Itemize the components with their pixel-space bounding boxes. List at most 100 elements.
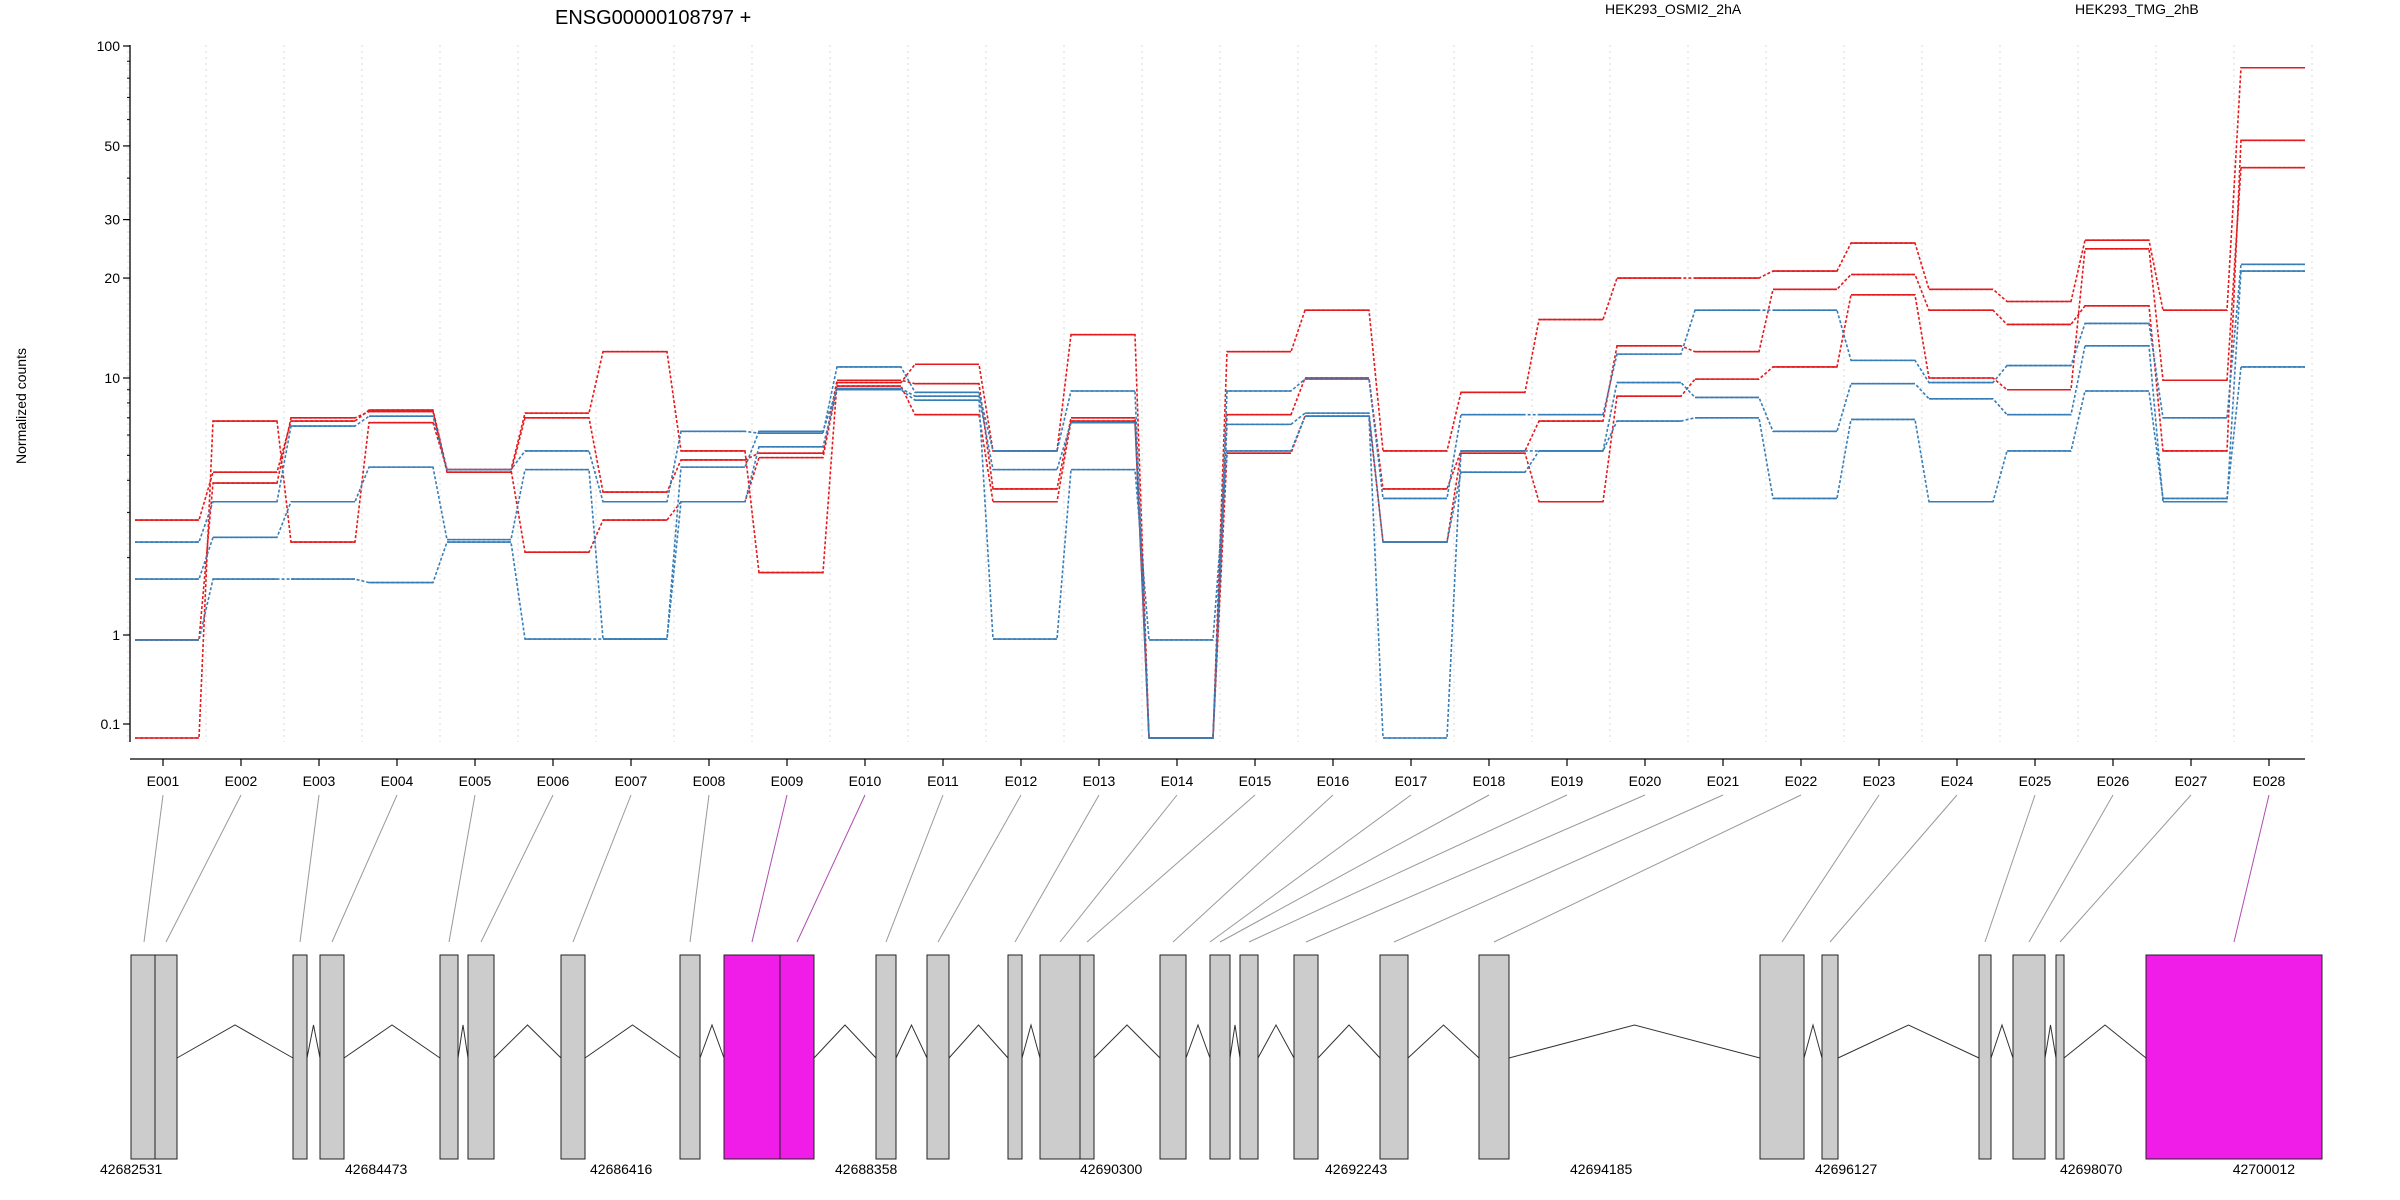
intron-line: [1257, 1023, 1295, 1059]
intron-line: [1803, 1023, 1823, 1059]
intron-line: [813, 1024, 877, 1059]
x-tick-label-e024: E024: [1941, 773, 1974, 789]
intron-line: [1229, 1024, 1241, 1059]
exon-box: [1821, 954, 1839, 1160]
y-tick-label: 100: [97, 38, 121, 54]
coordinate-label: 42682531: [100, 1161, 163, 1177]
x-tick-label-e027: E027: [2175, 773, 2208, 789]
connector-e004: [331, 794, 398, 943]
coordinate-label: 42698070: [2060, 1161, 2123, 1177]
exon-box: [779, 954, 815, 1160]
x-tick-label-e009: E009: [771, 773, 804, 789]
exon-box: [1039, 954, 1081, 1160]
x-tick-label-e026: E026: [2097, 773, 2130, 789]
y-axis-label: Normalized counts: [13, 348, 29, 464]
x-tick-label-e008: E008: [693, 773, 726, 789]
exon-connectors: [143, 794, 2270, 943]
exon-box: [1159, 954, 1187, 1160]
x-tick-label-e007: E007: [615, 773, 648, 789]
connector-e020: [1305, 794, 1646, 943]
x-tick-label-e020: E020: [1629, 773, 1662, 789]
plot-grid: [127, 45, 2313, 742]
series-line-1: [135, 66, 2305, 739]
connector-e019: [1248, 794, 1568, 943]
x-tick-label-e013: E013: [1083, 773, 1116, 789]
exon-box: [292, 954, 308, 1160]
x-tick-label-e002: E002: [225, 773, 258, 789]
connector-e021: [1393, 794, 1724, 943]
exon-box: [1978, 954, 1992, 1160]
x-tick-label-e021: E021: [1707, 773, 1740, 789]
y-tick-label: 50: [104, 138, 120, 154]
x-tick-label-e003: E003: [303, 773, 336, 789]
plot-series: [135, 66, 2305, 739]
intron-line: [1990, 1023, 2014, 1059]
connector-e009: [751, 794, 788, 943]
intron-line: [2063, 1024, 2147, 1059]
coordinate-label: 42700012: [2233, 1161, 2296, 1177]
chart-title: ENSG00000108797 +: [555, 7, 751, 29]
plot-axes: 100 50 30 20 10 1 0.1 E001 E002 E003 E004 E005 E006 E…: [97, 38, 2305, 789]
x-tick-label-e025: E025: [2019, 773, 2052, 789]
connector-e001: [143, 794, 164, 943]
series-line-2: [135, 139, 2305, 739]
intron-line: [457, 1024, 469, 1059]
coordinate-label: 42690300: [1080, 1161, 1143, 1177]
exon-box: [875, 954, 897, 1160]
intron-line: [584, 1024, 681, 1059]
y-tick-label: 30: [104, 212, 120, 228]
exon-box: [2145, 954, 2323, 1160]
exon-box: [1293, 954, 1319, 1160]
y-tick-label: 0.1: [101, 716, 121, 732]
exon-box: [2055, 954, 2065, 1160]
y-tick-label: 20: [104, 270, 120, 286]
coordinate-label: 42688358: [835, 1161, 898, 1177]
connector-e002: [165, 794, 242, 943]
gene-model: [130, 954, 2323, 1160]
exon-box: [2012, 954, 2046, 1160]
exon-box: [1478, 954, 1510, 1160]
exon-box: [926, 954, 950, 1160]
legend-entry-tmg: HEK293_TMG_2hB: [2075, 1, 2199, 17]
coordinate-axis: 42682531 42684473 42686416 42688358 42690300…: [100, 1161, 2295, 1177]
x-tick-label-e016: E016: [1317, 773, 1350, 789]
intron-line: [1093, 1024, 1161, 1059]
x-tick-label-e004: E004: [381, 773, 414, 789]
connector-e026: [2028, 794, 2114, 943]
series-line-4: [135, 263, 2305, 739]
exon-box: [319, 954, 345, 1160]
intron-line: [1407, 1024, 1480, 1059]
exon-box: [1209, 954, 1231, 1160]
exon-box: [1079, 954, 1095, 1160]
connector-e028: [2233, 794, 2270, 943]
y-tick-label: 10: [104, 370, 120, 386]
exon-box: [467, 954, 495, 1160]
intron-line: [493, 1024, 562, 1059]
intron-line: [895, 1023, 928, 1059]
y-tick-label: 1: [112, 627, 120, 643]
connector-e012: [937, 794, 1022, 943]
connector-e018: [1219, 794, 1490, 943]
x-tick-label-e012: E012: [1005, 773, 1038, 789]
x-tick-label-e014: E014: [1161, 773, 1194, 789]
connector-e008: [689, 794, 710, 943]
exon-box: [154, 954, 178, 1160]
x-tick-label-e005: E005: [459, 773, 492, 789]
legend-entry-osmi2: HEK293_OSMI2_2hA: [1605, 1, 1742, 17]
connector-e023: [1781, 794, 1880, 943]
intron-line: [306, 1024, 321, 1059]
coordinate-label: 42696127: [1815, 1161, 1878, 1177]
connector-e024: [1829, 794, 1958, 943]
exon-box: [1379, 954, 1409, 1160]
exon-box: [1239, 954, 1259, 1160]
connector-e006: [480, 794, 554, 943]
x-tick-label-e018: E018: [1473, 773, 1506, 789]
connector-e016: [1172, 794, 1334, 943]
x-tick-label-e022: E022: [1785, 773, 1818, 789]
intron-line: [176, 1024, 294, 1059]
connector-e011: [885, 794, 944, 943]
intron-line: [1021, 1023, 1041, 1059]
series-line-5: [135, 270, 2305, 739]
connector-e015: [1086, 794, 1256, 943]
